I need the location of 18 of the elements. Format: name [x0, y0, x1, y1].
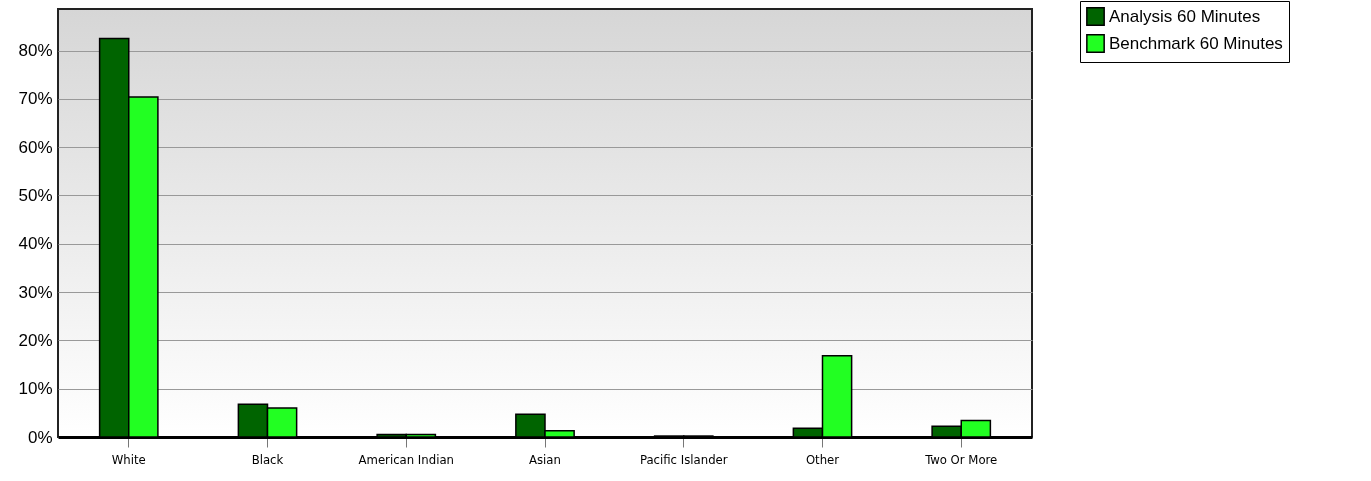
x-tick-label: Black	[251, 451, 284, 467]
y-tick-label: 10%	[18, 379, 53, 399]
x-tick-label: Pacific Islander	[639, 451, 728, 467]
x-tick-label: Other	[805, 451, 840, 467]
legend-label: Analysis 60 Minutes	[1109, 6, 1261, 26]
legend-label: Benchmark 60 Minutes	[1109, 33, 1283, 53]
y-tick-label: 40%	[18, 234, 53, 254]
x-tick-label: American Indian	[358, 451, 454, 467]
y-tick-label: 0%	[27, 427, 53, 447]
x-tick-label: White	[111, 451, 146, 467]
x-tick-label: Two Or More	[924, 451, 998, 467]
y-tick-label: 80%	[18, 41, 53, 61]
x-tick-label: Asian	[529, 451, 561, 467]
y-tick-label: 20%	[18, 330, 53, 350]
y-tick-label: 50%	[18, 185, 53, 205]
y-tick-label: 60%	[18, 137, 53, 157]
y-tick-label: 70%	[18, 89, 53, 109]
y-tick-label: 30%	[18, 282, 53, 302]
